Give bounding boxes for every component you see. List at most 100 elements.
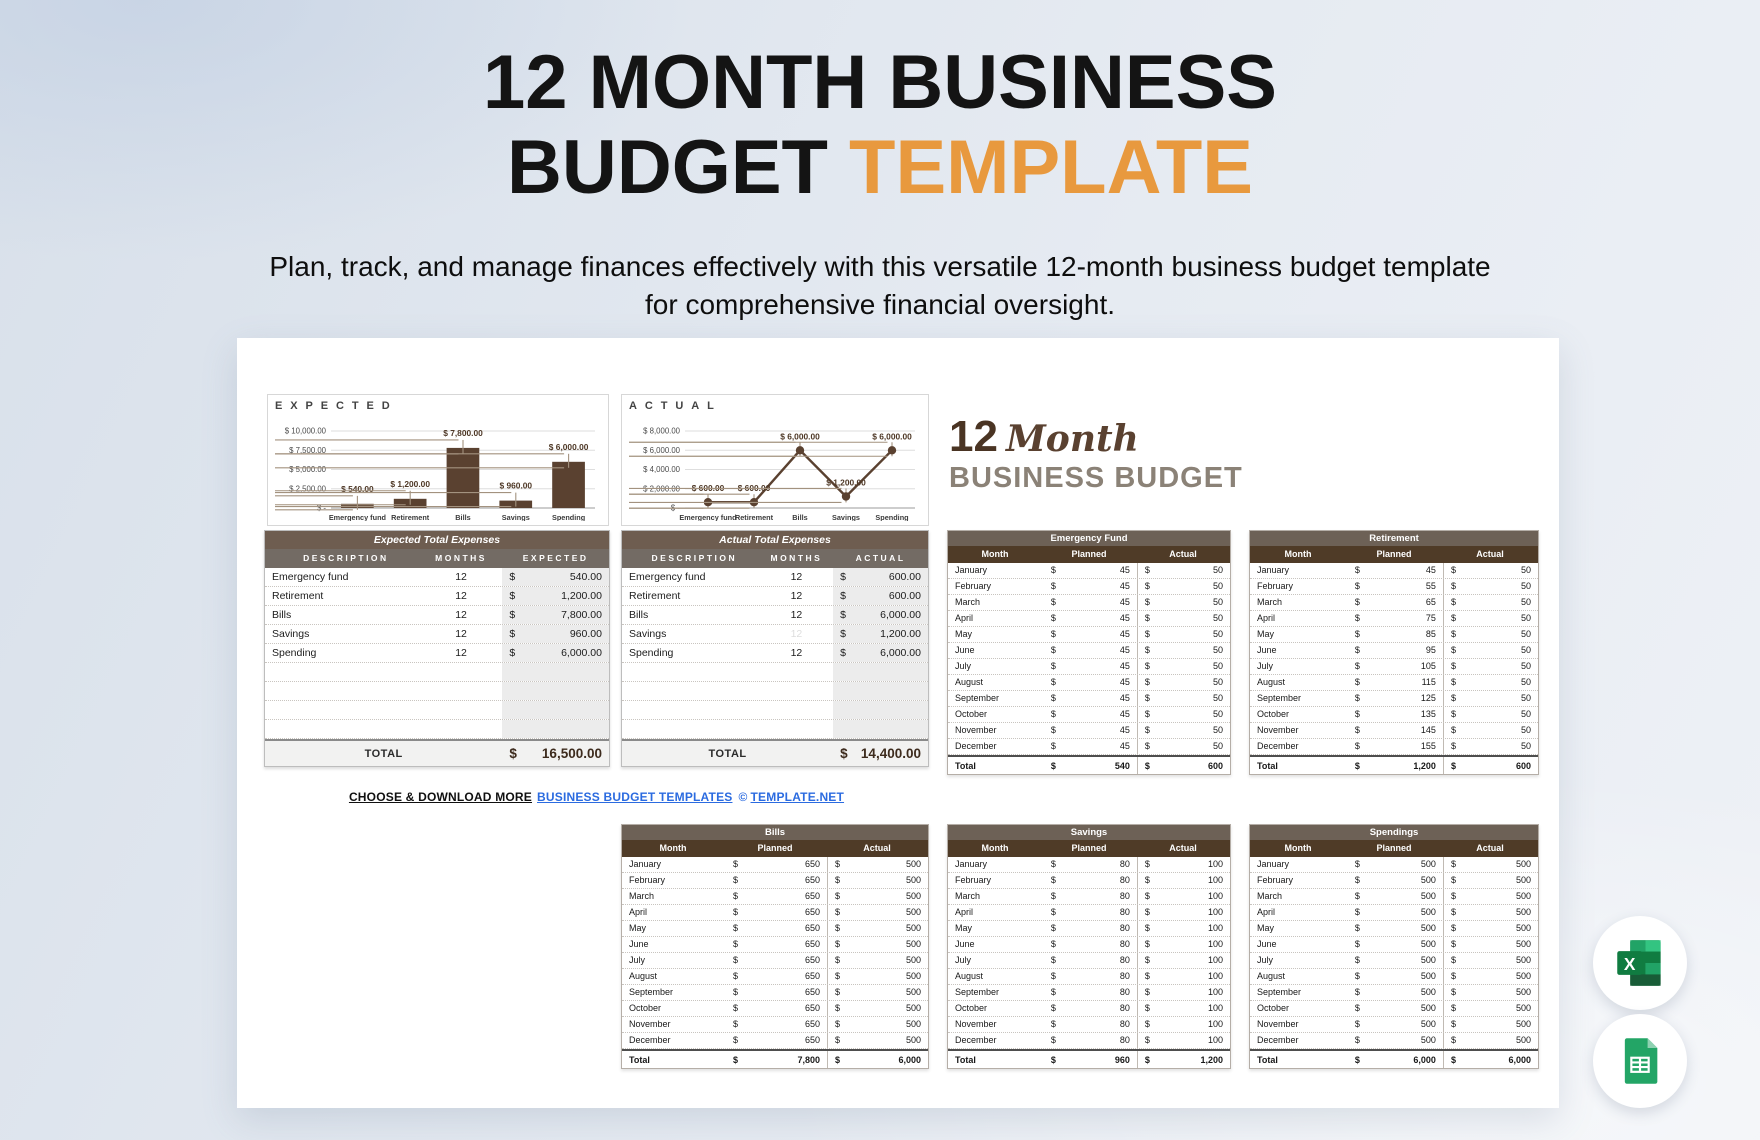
business-budget-templates-link[interactable]: BUSINESS BUDGET TEMPLATES (537, 790, 733, 804)
actual-cell: $100 (1136, 985, 1230, 1000)
column-header: MONTHS (435, 553, 487, 563)
table-row: Savings 12 $960.00 (265, 625, 609, 644)
planned-cell: $500 (1354, 923, 1436, 933)
column-header: Planned (1376, 549, 1412, 559)
svg-text:$ 960.00: $ 960.00 (499, 481, 532, 491)
month-cell: March (1257, 597, 1283, 607)
month-cell: June (629, 939, 649, 949)
month-row: July $80 $100 (948, 953, 1230, 969)
month-row: December $500 $500 (1250, 1033, 1538, 1049)
actual-cell: $50 (1442, 579, 1538, 594)
month-cell: May (955, 923, 973, 933)
month-row: August $650 $500 (622, 969, 928, 985)
empty-row (265, 701, 609, 720)
actual-cell: $500 (1442, 937, 1538, 952)
planned-cell: $65 (1354, 597, 1436, 607)
svg-text:Emergency fund: Emergency fund (679, 513, 736, 521)
planned-cell: $55 (1354, 581, 1436, 591)
month-cell: September (629, 987, 674, 997)
months-cell: 12 (455, 609, 467, 621)
actual-cell: $500 (827, 969, 928, 984)
month-cell: August (955, 971, 984, 981)
month-row: May $85 $50 (1250, 627, 1538, 643)
planned-cell: $500 (1354, 971, 1436, 981)
svg-text:Spending: Spending (875, 513, 908, 521)
expense-table-total-row: TOTAL $14,400.00 (622, 739, 928, 766)
actual-cell: $50 (1442, 627, 1538, 642)
month-cell: November (955, 1019, 997, 1029)
amount-cell: $1,200.00 (833, 625, 928, 643)
month-table-title: Bills (622, 825, 928, 840)
month-row: September $125 $50 (1250, 691, 1538, 707)
month-row: September $650 $500 (622, 985, 928, 1001)
month-row: May $500 $500 (1250, 921, 1538, 937)
download-links: CHOOSE & DOWNLOAD MORE BUSINESS BUDGET TE… (264, 790, 929, 804)
month-cell: April (1257, 907, 1276, 917)
amount-cell: $6,000.00 (833, 644, 928, 662)
month-row: January $45 $50 (948, 563, 1230, 579)
savings-table: Savings Month Planned Actual January $80 $100 F… (947, 824, 1231, 1069)
month-row: March $650 $500 (622, 889, 928, 905)
column-header: ACTUAL (855, 553, 906, 563)
planned-cell: $80 (1050, 955, 1130, 965)
month-row: November $145 $50 (1250, 723, 1538, 739)
total-actual: $6,000 (827, 1051, 928, 1068)
planned-cell: $45 (1050, 565, 1130, 575)
month-row: October $650 $500 (622, 1001, 928, 1017)
month-row: April $500 $500 (1250, 905, 1538, 921)
planned-cell: $105 (1354, 661, 1436, 671)
month-cell: December (955, 1035, 997, 1045)
description-cell: Spending (629, 647, 674, 659)
month-table-header: Month Planned Actual (948, 546, 1230, 563)
expected-total-expenses-table: Expected Total Expenses DESCRIPTION MONTHS… (264, 530, 610, 767)
empty-row (622, 720, 928, 739)
month-row: January $80 $100 (948, 857, 1230, 873)
empty-row (265, 682, 609, 701)
month-cell: April (1257, 613, 1276, 623)
month-cell: January (955, 565, 988, 575)
actual-cell: $100 (1136, 1017, 1230, 1032)
month-row: April $75 $50 (1250, 611, 1538, 627)
planned-cell: $500 (1354, 955, 1436, 965)
actual-cell: $50 (1136, 611, 1230, 626)
excel-badge[interactable]: X (1593, 916, 1687, 1010)
planned-cell: $80 (1050, 987, 1130, 997)
planned-cell: $75 (1354, 613, 1436, 623)
planned-cell: $650 (733, 971, 820, 981)
month-table-total-row: Total $6,000 $6,000 (1250, 1049, 1538, 1068)
month-cell: September (955, 987, 1000, 997)
total-planned: $6,000 (1354, 1055, 1436, 1065)
total-amount: $14,400.00 (840, 746, 921, 761)
empty-row (622, 663, 928, 682)
months-cell: 12 (790, 590, 803, 602)
month-row: November $500 $500 (1250, 1017, 1538, 1033)
planned-cell: $80 (1050, 939, 1130, 949)
table-row: Bills 12 $7,800.00 (265, 606, 609, 625)
actual-cell: $50 (1136, 627, 1230, 642)
actual-cell: $50 (1442, 659, 1538, 674)
column-header: MONTHS (770, 553, 823, 563)
month-row: June $500 $500 (1250, 937, 1538, 953)
expense-table-header: DESCRIPTION MONTHS EXPECTED (265, 549, 609, 568)
month-table-total-row: Total $540 $600 (948, 755, 1230, 774)
chart-title: E X P E C T E D (275, 400, 394, 412)
google-sheets-badge[interactable] (1593, 1014, 1687, 1108)
column-header: Month (659, 843, 687, 853)
actual-cell: $50 (1136, 675, 1230, 690)
planned-cell: $95 (1354, 645, 1436, 655)
total-label: TOTAL (364, 747, 403, 760)
month-cell: June (955, 939, 975, 949)
column-header: Actual (863, 843, 891, 853)
month-cell: February (629, 875, 666, 885)
month-row: September $500 $500 (1250, 985, 1538, 1001)
month-cell: October (1257, 1003, 1290, 1013)
month-row: April $80 $100 (948, 905, 1230, 921)
total-label: Total (1257, 1055, 1278, 1065)
choose-download-link[interactable]: CHOOSE & DOWNLOAD MORE (348, 790, 533, 804)
template-net-link[interactable]: TEMPLATE.NET (750, 790, 845, 804)
amount-cell: $7,800.00 (502, 606, 609, 624)
table-row: Retirement 12 $1,200.00 (265, 587, 609, 606)
actual-cell: $50 (1442, 563, 1538, 578)
actual-cell: $500 (827, 1001, 928, 1016)
spendings-table: Spendings Month Planned Actual January $500 $5… (1249, 824, 1539, 1069)
